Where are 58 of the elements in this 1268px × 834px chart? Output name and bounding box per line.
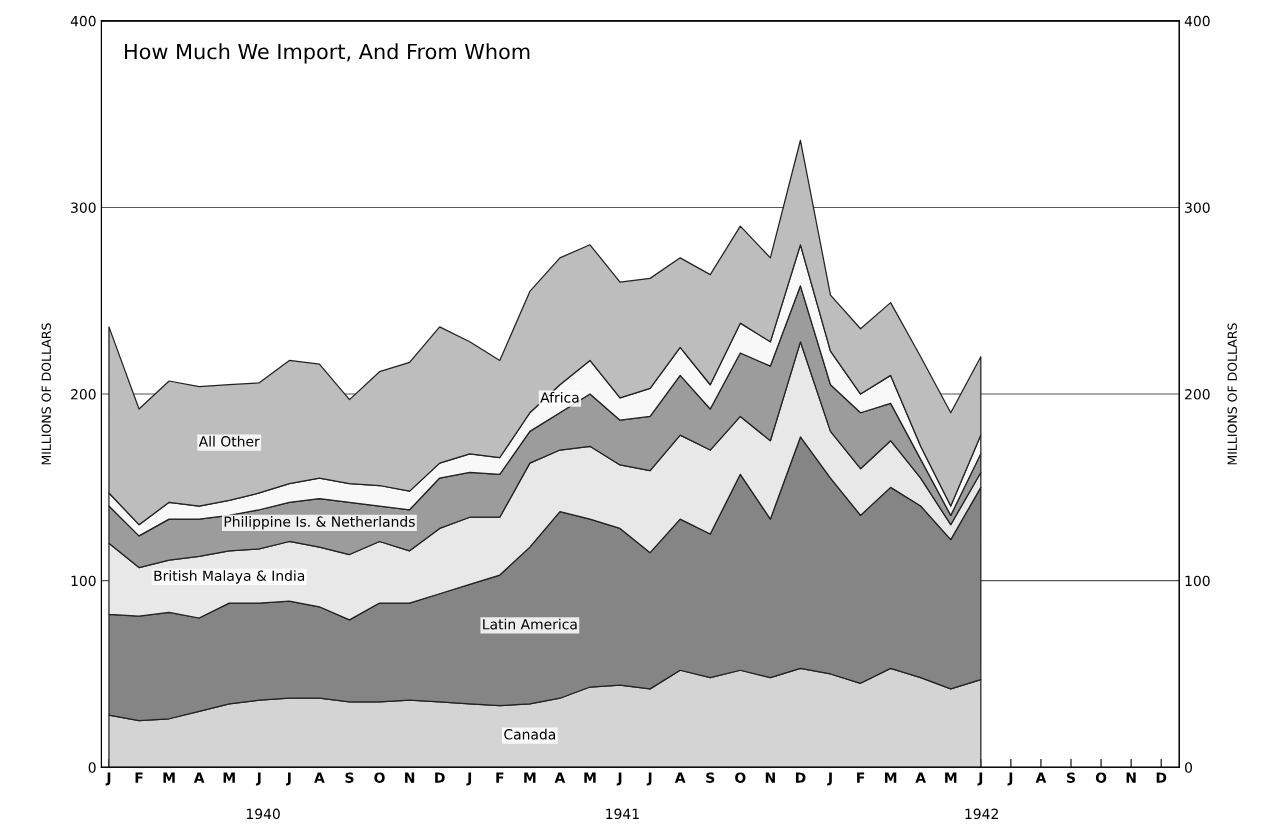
x-tick-label: O <box>735 772 746 783</box>
x-tick-label: S <box>1067 772 1075 783</box>
x-tick-label: D <box>435 772 445 783</box>
x-tick-label: F <box>857 772 865 783</box>
y2-axis-title: MILLIONS OF DOLLARS <box>1227 323 1237 465</box>
x-tick-label: M <box>524 772 536 783</box>
x-tick-label: O <box>374 772 385 783</box>
x-tick-label: M <box>945 772 957 783</box>
text: 1940 <box>246 808 280 820</box>
y-tick-label: 100 <box>71 575 96 587</box>
x-tick-label: S <box>706 772 715 783</box>
y-axis-title: MILLIONS OF DOLLARS <box>41 323 51 465</box>
x-tick-label: J <box>827 772 832 786</box>
x-tick-label: A <box>1035 772 1047 783</box>
x-tick-label: M <box>223 772 235 783</box>
y2-tick-label: 200 <box>1185 389 1210 400</box>
y-tick-label: 400 <box>70 15 96 27</box>
x-tick-label: J <box>646 772 652 786</box>
x-tick-label: N <box>1126 772 1136 783</box>
x-tick-label: A <box>554 772 566 783</box>
series-label: Philippine Is. & Netherlands <box>224 516 415 530</box>
x-tick-label: J <box>1007 772 1013 786</box>
x-tick-label: O <box>1095 772 1107 783</box>
series-label: Africa <box>540 392 579 403</box>
y2-tick-label: 0 <box>1185 762 1193 773</box>
x-tick-label: J <box>105 772 111 786</box>
x-tick-label: J <box>255 772 261 786</box>
y-tick-label: 0 <box>88 762 96 773</box>
series-label: Latin America <box>483 618 577 630</box>
x-tick-label: J <box>977 772 983 786</box>
x-tick-label: D <box>1156 772 1167 783</box>
x-tick-label: N <box>405 772 415 783</box>
y2-tick-label: 300 <box>1185 202 1210 213</box>
x-tick-label: A <box>674 772 686 783</box>
x-tick-label: M <box>163 772 175 783</box>
x-tick-label: J <box>616 772 622 786</box>
text: How Much We Import, And From Whom <box>125 43 530 64</box>
x-tick-label: M <box>884 772 897 783</box>
x-tick-label: M <box>584 772 596 783</box>
y2-tick-label: 100 <box>1185 575 1210 587</box>
series-label: British Malaya & India <box>154 570 305 584</box>
x-tick-label: F <box>496 772 504 783</box>
text: 1941 <box>606 808 639 820</box>
x-tick-label: F <box>135 772 143 783</box>
y-tick-label: 200 <box>71 389 96 400</box>
series-label: Canada <box>504 728 556 740</box>
x-tick-label: A <box>193 772 205 783</box>
x-tick-label: A <box>915 772 926 783</box>
x-tick-label: S <box>345 772 354 783</box>
x-tick-label: D <box>795 772 806 783</box>
x-tick-label: A <box>314 772 325 783</box>
y-tick-label: 300 <box>71 202 96 213</box>
x-tick-label: J <box>466 772 472 786</box>
x-tick-label: J <box>285 772 291 786</box>
x-tick-label: N <box>765 772 775 783</box>
text: 1942 <box>965 808 998 820</box>
y2-tick-label: 400 <box>1184 15 1210 27</box>
series-label: All Other <box>198 435 260 447</box>
